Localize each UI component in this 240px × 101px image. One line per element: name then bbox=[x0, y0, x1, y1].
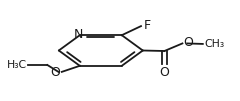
Text: H₃C: H₃C bbox=[7, 60, 27, 70]
Text: O: O bbox=[184, 36, 193, 49]
Text: O: O bbox=[51, 66, 60, 79]
Text: N: N bbox=[74, 28, 83, 41]
Text: CH₃: CH₃ bbox=[204, 39, 224, 49]
Text: O: O bbox=[159, 66, 169, 79]
Text: F: F bbox=[144, 19, 151, 32]
